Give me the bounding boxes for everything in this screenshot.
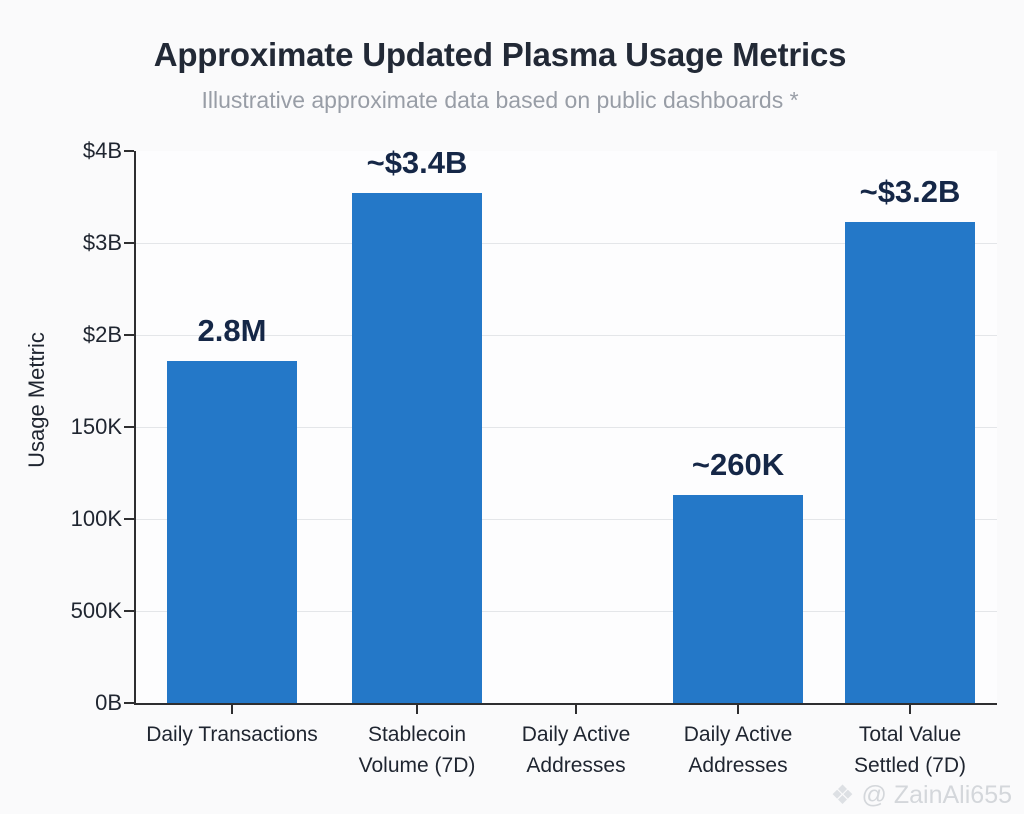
gridline xyxy=(136,427,997,428)
watermark-handle: @ ZainAli655 xyxy=(861,781,1012,809)
bar-value-label: ~$3.4B xyxy=(366,145,468,180)
bar-value-label: 2.8M xyxy=(197,313,267,348)
x-category-line: Addresses xyxy=(688,754,788,777)
x-category-line: Stablecoin xyxy=(367,723,467,746)
y-tick-label: 500K xyxy=(70,598,122,623)
bar xyxy=(845,222,975,703)
x-tick-mark xyxy=(737,705,739,714)
gridline xyxy=(136,335,997,336)
x-category-label: Stablecoin Volume (7D) xyxy=(359,719,476,781)
watermark: ❖ @ ZainAli655 xyxy=(830,781,1012,810)
bar xyxy=(673,495,803,703)
y-tick-mark xyxy=(124,242,134,244)
x-tick-mark xyxy=(575,705,577,714)
y-tick-label: 0B xyxy=(95,690,122,715)
y-tick-mark xyxy=(124,702,134,704)
x-category-line: Daily Active xyxy=(683,723,793,746)
x-tick-mark xyxy=(416,705,418,714)
x-category-line: Addresses xyxy=(526,754,626,777)
x-category-label: Total Value Settled (7D) xyxy=(854,719,966,781)
gridline xyxy=(136,519,997,520)
y-axis-title: Usage Mettric xyxy=(24,332,49,468)
y-tick-mark xyxy=(124,610,134,612)
y-tick-label: 150K xyxy=(70,414,122,439)
x-category-label: Daily Transactions xyxy=(146,719,318,750)
x-tick-mark xyxy=(231,705,233,714)
chart-title: Approximate Updated Plasma Usage Metrics xyxy=(153,36,847,73)
bar xyxy=(167,361,297,703)
bar xyxy=(352,193,482,703)
y-tick-label: $4B xyxy=(82,138,122,163)
y-tick-label: $2B xyxy=(82,322,122,347)
x-category-line: Total Value xyxy=(858,723,962,746)
y-tick-mark xyxy=(124,426,134,428)
plot-area: 2.8M Daily Transactions ~$3.4B Stablecoin Vo… xyxy=(124,145,997,777)
y-tick-label: $3B xyxy=(82,230,122,255)
bar-value-label: ~$3.2B xyxy=(859,174,961,209)
gridline xyxy=(136,243,997,244)
x-category-line: Daily Transactions xyxy=(146,723,318,746)
bar-value-label: ~260K xyxy=(691,447,785,482)
x-category-line: Settled (7D) xyxy=(853,754,967,777)
gridline xyxy=(136,611,997,612)
y-tick-mark xyxy=(124,150,134,152)
x-category-line: Volume (7D) xyxy=(358,754,476,777)
x-category-label: Daily Active Addresses xyxy=(684,719,793,781)
x-category-label: Daily Active Addresses xyxy=(522,719,631,781)
y-tick-mark xyxy=(124,334,134,336)
y-tick-mark xyxy=(124,518,134,520)
x-tick-mark xyxy=(909,705,911,714)
chart-subtitle: Illustrative approximate data based on p… xyxy=(201,87,799,113)
diamond-icon: ❖ xyxy=(830,780,855,810)
y-tick-label: 100K xyxy=(70,506,122,531)
x-category-line: Daily Active xyxy=(521,723,631,746)
